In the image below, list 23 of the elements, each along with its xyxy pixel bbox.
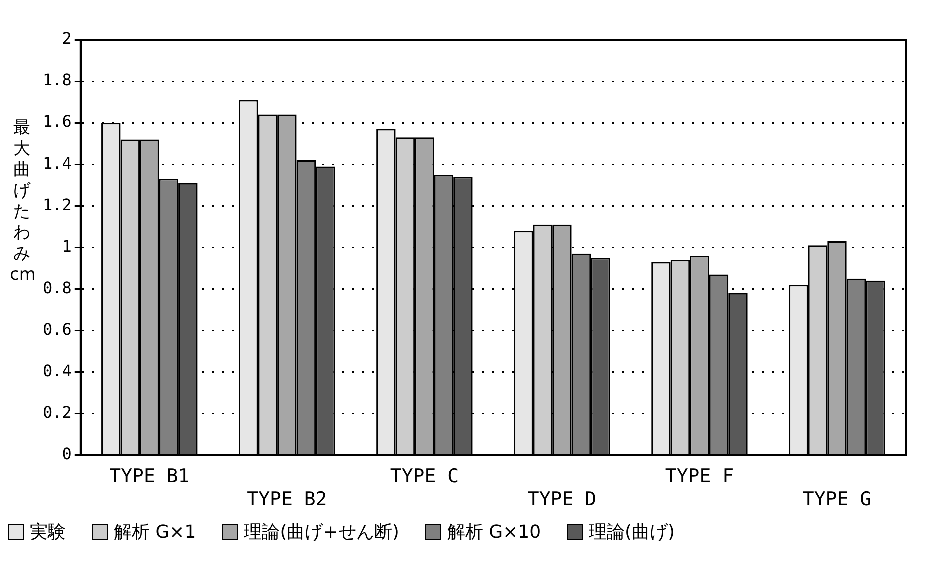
legend-label: 解析 G×10 bbox=[447, 521, 542, 544]
x-tick-label: TYPE D bbox=[528, 488, 597, 511]
y-tick-label: 0.4 bbox=[42, 361, 72, 380]
y-tick-label: 2 bbox=[62, 29, 72, 48]
y-tick-label: 0.6 bbox=[42, 320, 72, 339]
y-tick-label: 1.2 bbox=[42, 195, 72, 214]
y-axis-title: 最大曲げたわみ cm bbox=[10, 118, 36, 286]
legend-label: 実験 bbox=[30, 521, 66, 544]
y-tick-label: 0.8 bbox=[42, 278, 72, 298]
y-tick-label: 0 bbox=[62, 444, 72, 464]
y-tick-label: 1.6 bbox=[42, 112, 72, 132]
x-tick-label: TYPE F bbox=[665, 466, 734, 488]
y-tick-label: 1 bbox=[62, 236, 72, 256]
x-tick-label: TYPE B1 bbox=[110, 466, 190, 488]
x-tick-label: TYPE G bbox=[802, 488, 872, 511]
y-tick-label: 1.4 bbox=[42, 154, 72, 173]
y-tick-label: 0.2 bbox=[42, 403, 72, 422]
x-tick-label: TYPE C bbox=[390, 466, 460, 488]
legend-label: 解析 G×1 bbox=[114, 521, 196, 544]
legend-label: 理論(曲げ) bbox=[589, 521, 676, 544]
x-tick-label: TYPE B2 bbox=[247, 488, 328, 511]
y-tick-label: 1.8 bbox=[42, 70, 72, 90]
legend-label: 理論(曲げ+せん断) bbox=[244, 521, 400, 544]
